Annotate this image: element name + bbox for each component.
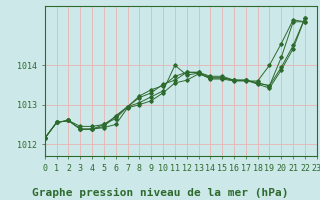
Text: Graphe pression niveau de la mer (hPa): Graphe pression niveau de la mer (hPa): [32, 188, 288, 198]
